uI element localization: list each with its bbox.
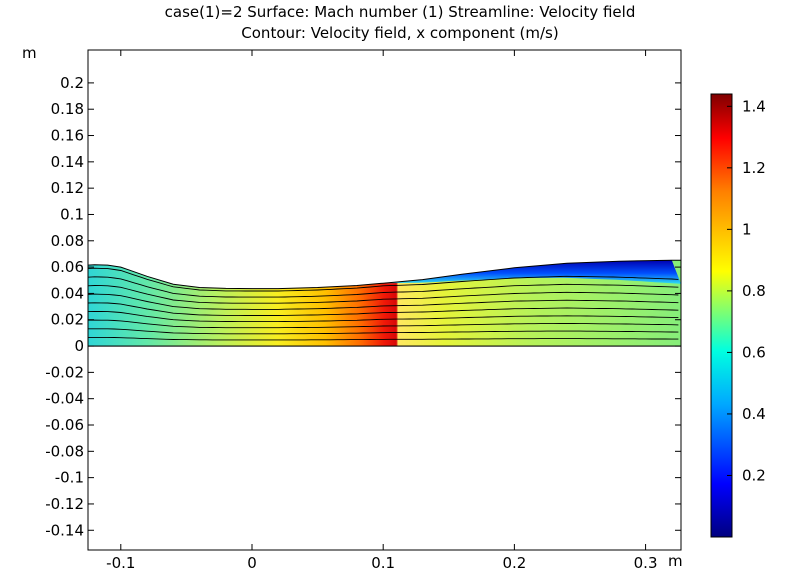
y-tick-label: 0.02 bbox=[51, 311, 84, 329]
colorbar-ticks: 1.4 1.2 1 0.8 0.6 0.4 0.2 bbox=[727, 97, 766, 484]
y-tick-label: 0.14 bbox=[51, 153, 84, 171]
y-tick-label: 0.12 bbox=[51, 179, 84, 197]
streamline bbox=[88, 336, 679, 341]
flow-domain bbox=[87, 259, 682, 347]
y-tick-label: 0 bbox=[74, 337, 84, 355]
y-tick-label: 0.06 bbox=[51, 258, 84, 276]
chart-title: case(1)=2 Surface: Mach number (1) Strea… bbox=[164, 3, 636, 21]
streamline bbox=[87, 293, 679, 310]
y-tick-label: -0.14 bbox=[45, 521, 84, 539]
y-tick-label: 0.08 bbox=[51, 232, 84, 250]
streamline bbox=[88, 328, 679, 335]
streamline bbox=[87, 311, 679, 323]
colorbar: 1.4 1.2 1 0.8 0.6 0.4 0.2 bbox=[710, 93, 766, 538]
y-tick-label: 0.04 bbox=[51, 284, 84, 302]
y-axis-unit: m bbox=[22, 44, 37, 62]
y-tick-label: -0.04 bbox=[45, 390, 84, 408]
x-tick-label: -0.1 bbox=[106, 554, 135, 572]
low-velocity-layer bbox=[383, 260, 681, 284]
streamline bbox=[87, 267, 679, 292]
colorbar-tick-label: 0.8 bbox=[742, 282, 766, 300]
y-tick-label: -0.02 bbox=[45, 363, 84, 381]
chart-subtitle: Contour: Velocity field, x component (m/… bbox=[241, 24, 559, 42]
x-tick-label: 0.1 bbox=[371, 554, 395, 572]
streamline bbox=[87, 285, 679, 304]
y-axis: 0.2 0.18 0.16 0.14 0.12 0.1 0.08 0.06 0.04 0.02 0 -… bbox=[45, 74, 681, 539]
mach-surface bbox=[88, 260, 681, 347]
colorbar-tick-label: 0.4 bbox=[742, 405, 766, 423]
x-tick-label: 0.2 bbox=[502, 554, 526, 572]
y-tick-label: 0.1 bbox=[60, 205, 84, 223]
y-tick-label: 0.16 bbox=[51, 127, 84, 145]
x-tick-label: 0.3 bbox=[634, 554, 658, 572]
y-tick-label: -0.12 bbox=[45, 495, 84, 513]
streamline bbox=[87, 302, 679, 316]
colorbar-tick-label: 1.2 bbox=[742, 159, 766, 177]
domain-boundary bbox=[87, 259, 682, 347]
streamline bbox=[87, 276, 679, 298]
x-axis-unit: m bbox=[668, 552, 683, 570]
colorbar-scale bbox=[710, 93, 733, 538]
streamlines bbox=[87, 267, 679, 347]
x-tick-label: 0 bbox=[247, 554, 257, 572]
y-tick-label: 0.18 bbox=[51, 100, 84, 118]
streamline bbox=[87, 319, 679, 329]
colorbar-tick-label: 1 bbox=[742, 220, 752, 238]
y-tick-label: -0.08 bbox=[45, 442, 84, 460]
x-axis: -0.1 0 0.1 0.2 0.3 bbox=[106, 50, 658, 572]
y-tick-label: -0.1 bbox=[55, 469, 84, 487]
y-tick-label: -0.06 bbox=[45, 416, 84, 434]
colorbar-tick-label: 0.6 bbox=[742, 343, 766, 361]
colorbar-tick-label: 1.4 bbox=[742, 97, 766, 115]
y-tick-label: 0.2 bbox=[60, 74, 84, 92]
colorbar-tick-label: 0.2 bbox=[742, 466, 766, 484]
